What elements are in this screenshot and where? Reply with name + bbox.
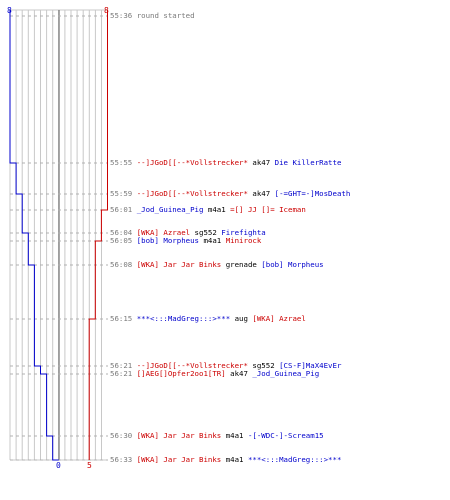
event-row: 55:55 --]JGoD[[--*Vollstrecker* ak47 Die… [110,158,341,167]
event-weapon: m4a1 [221,455,248,464]
event-weapon: m4a1 [221,431,248,440]
red-start-count: 8 [104,6,109,15]
event-weapon: ak47 [247,189,275,198]
event-row: 56:01 _Jod_Guinea_Pig m4a1 =[] JJ []= Ic… [110,205,306,214]
event-player-red: [WKA] Jar Jar Binks [136,431,222,440]
event-timestamp: 56:21 [110,361,133,370]
event-player-red: =[] JJ []= Iceman [230,205,306,214]
event-player-red: Minirock [225,236,262,245]
event-row: 56:21 --]JGoD[[--*Vollstrecker* sg552 [C… [110,361,341,370]
event-player-blue: -[-WDC-]-Scream15 [247,431,324,440]
event-timestamp: 56:33 [110,455,133,464]
event-row: 56:15 ***<:::MadGreg:::>*** aug [WKA] Az… [110,314,306,323]
event-weapon: m4a1 [199,236,226,245]
event-row: 55:59 --]JGoD[[--*Vollstrecker* ak47 [-=… [110,189,350,198]
event-weapon: sg552 [247,361,280,370]
event-timestamp: 56:04 [110,228,133,237]
event-weapon: grenade [221,260,262,269]
event-player-blue: Die KillerRatte [274,158,342,167]
event-weapon: aug [230,314,253,323]
red-team-alive-line [88,10,108,460]
event-row: 56:04 [WKA] Azrael sg552 Firefighta [110,228,266,237]
event-player-red: [WKA] Azrael [136,228,191,237]
event-tick-lines [10,15,108,461]
red-end-count: 5 [87,461,92,470]
event-timestamp: 55:59 [110,189,133,198]
event-player-blue: [CS-F]MaX4EvEr [279,361,342,370]
event-player-red: --]JGoD[[--*Vollstrecker* [136,361,248,370]
event-row: 56:30 [WKA] Jar Jar Binks m4a1 -[-WDC-]-… [110,431,324,440]
event-player-blue: _Jod_Guinea_Pig [252,369,320,378]
event-weapon: ak47 [247,158,275,167]
event-player-red: --]JGoD[[--*Vollstrecker* [136,158,248,167]
event-timestamp: 56:01 [110,205,133,214]
event-timestamp: 55:36 [110,11,133,20]
event-row: 56:08 [WKA] Jar Jar Binks grenade [bob] … [110,260,324,269]
event-player-blue: [bob] Morpheus [136,236,199,245]
event-row: 56:05 [bob] Morpheus m4a1 Minirock [110,236,261,245]
blue-start-count: 8 [7,6,12,15]
event-weapon: sg552 [190,228,222,237]
event-player-red: []AEG[]Opfer2oo1[TR] [136,369,226,378]
blue-team-alive-line [9,10,59,461]
event-message: round started [136,11,195,20]
event-timestamp: 56:05 [110,236,133,245]
event-timestamp: 55:55 [110,158,133,167]
event-player-blue: [bob] Morpheus [261,260,324,269]
event-player-red: --]JGoD[[--*Vollstrecker* [136,189,248,198]
event-player-red: [WKA] Jar Jar Binks [136,455,222,464]
event-player-blue: _Jod_Guinea_Pig [136,205,204,214]
event-player-red: [WKA] Jar Jar Binks [136,260,222,269]
event-row: 55:36 round started [110,11,195,20]
event-weapon: ak47 [225,369,253,378]
event-player-blue: ***<:::MadGreg:::>*** [136,314,231,323]
event-row: 56:21 []AEG[]Opfer2oo1[TR] ak47 _Jod_Gui… [110,369,319,378]
event-player-blue: [-=GHT=-]MosDeath [274,189,351,198]
event-timestamp: 56:30 [110,431,133,440]
event-timestamp: 56:21 [110,369,133,378]
event-row: 56:33 [WKA] Jar Jar Binks m4a1 ***<:::Ma… [110,455,341,464]
event-timestamp: 56:15 [110,314,133,323]
event-player-blue: ***<:::MadGreg:::>*** [247,455,342,464]
blue-end-count: 0 [56,461,61,470]
event-timestamp: 56:08 [110,260,133,269]
event-player-blue: Firefighta [221,228,266,237]
event-player-red: [WKA] Azrael [252,314,306,323]
event-weapon: m4a1 [203,205,231,214]
